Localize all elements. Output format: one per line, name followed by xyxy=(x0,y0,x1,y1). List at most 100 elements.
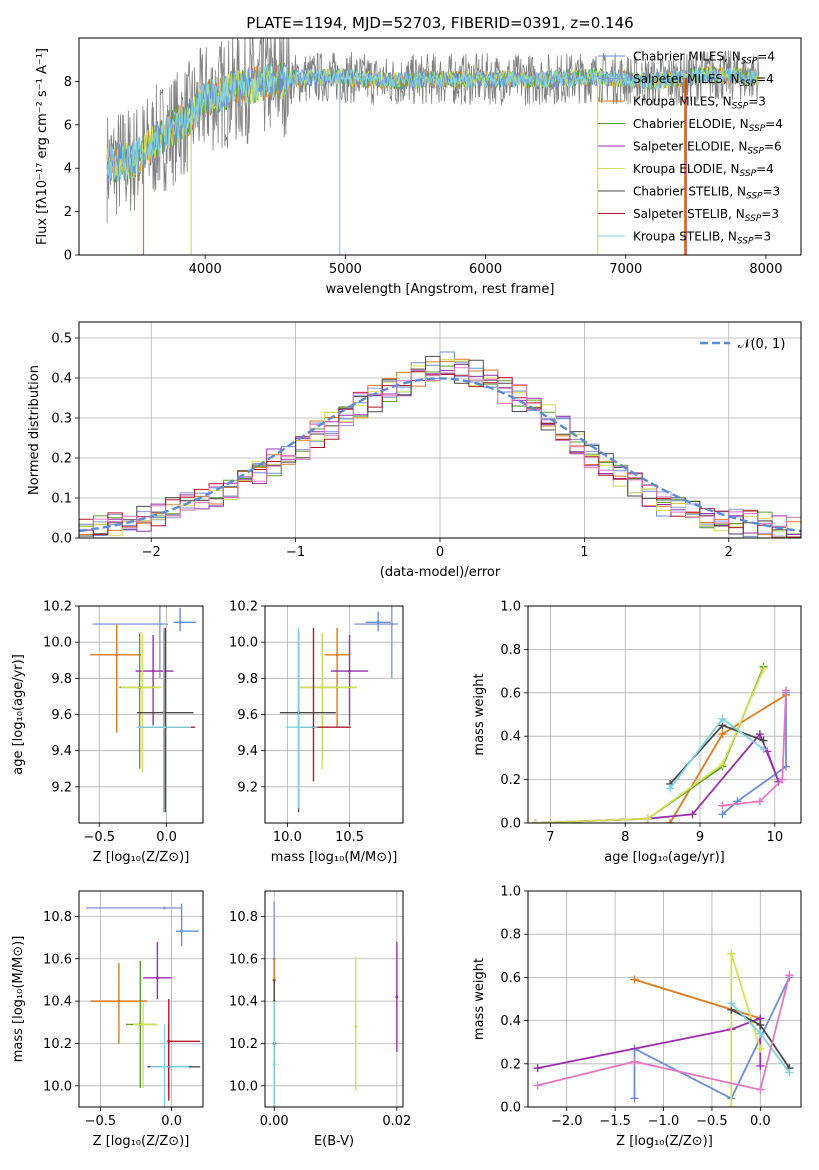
y-axis-label: mass weight xyxy=(472,673,487,755)
legend-entry: Kroupa ELODIE, NSSP=4 xyxy=(633,162,774,179)
y-tick-label: 0.6 xyxy=(500,971,521,986)
figure-title: PLATE=1194, MJD=52703, FIBERID=0391, z=0… xyxy=(246,14,633,32)
plus-marker xyxy=(533,1064,542,1073)
legend: Chabrier MILES, NSSP=4 Salpeter MILES, NS… xyxy=(598,50,783,247)
plus-marker xyxy=(630,1094,639,1103)
y-tick-label: 0.4 xyxy=(500,730,521,745)
y-tick-label: 10.6 xyxy=(43,952,72,967)
y-axis-label: mass [log₁₀(M/M⊙)] xyxy=(11,936,26,1063)
grid xyxy=(79,605,203,823)
x-axis-label: age [log₁₀(age/yr)] xyxy=(604,850,725,865)
y-tick-label: 0.5 xyxy=(51,332,72,347)
x-tick-label: 9 xyxy=(696,830,704,845)
axes-mass-vs-Z: −0.5 0.0 10.0 10.2 10.4 10.6 10.8 Z [log₁₀(Z/Z⊙… xyxy=(11,890,204,1149)
x-axis-label: wavelength [Angstrom, rest frame] xyxy=(326,282,555,297)
y-tick-label: 1.0 xyxy=(500,600,521,615)
y-tick-label: 0.6 xyxy=(500,686,521,701)
axes-frame xyxy=(78,321,802,539)
x-axis-label: mass [log₁₀(M/M⊙)] xyxy=(271,850,398,865)
grid xyxy=(79,891,203,1107)
plus-marker xyxy=(531,819,540,823)
axes-age-vs-Z: −0.5 0.0 9.2 9.4 9.6 9.8 10.0 10.2 Z [log₁₀(Z/Z⊙… xyxy=(11,600,204,865)
x-tick-label: −1 xyxy=(286,545,305,560)
y-tick-label: 0 xyxy=(64,249,72,264)
grid xyxy=(528,605,801,824)
x-tick-label: 0.0 xyxy=(161,1114,182,1129)
axes-frame xyxy=(264,890,404,1108)
legend-entry: Salpeter MILES, NSSP=4 xyxy=(633,72,774,89)
data-point xyxy=(162,725,166,729)
y-tick-label: 0.0 xyxy=(500,1101,521,1116)
plus-marker xyxy=(785,1068,794,1077)
x-tick-label: 0 xyxy=(436,545,444,560)
y-tick-label: 0.4 xyxy=(500,1014,521,1029)
x-tick-label: −2 xyxy=(142,545,161,560)
plus-marker xyxy=(643,814,652,823)
series-line xyxy=(537,974,791,1091)
x-tick-label: 5000 xyxy=(329,262,362,277)
data-point xyxy=(272,1063,276,1067)
y-tick-label: 0.3 xyxy=(51,412,72,427)
x-tick-label: 10.5 xyxy=(335,830,364,845)
axes-age-vs-mass: 10.0 10.5 9.2 9.4 9.6 9.8 10.0 10.2 mass [log₁₀(… xyxy=(229,600,404,865)
x-axis-label: E(B-V) xyxy=(314,1134,354,1149)
y-tick-label: 0.8 xyxy=(500,643,521,658)
plus-marker xyxy=(630,975,639,984)
x-tick-label: 7000 xyxy=(609,262,642,277)
y-tick-label: 10.4 xyxy=(229,995,258,1010)
y-tick-label: 10.2 xyxy=(43,600,72,615)
y-tick-label: 4 xyxy=(64,162,72,177)
x-tick-label: 0.0 xyxy=(750,1114,771,1129)
y-tick-label: 0.2 xyxy=(500,773,521,788)
data-point xyxy=(158,622,162,626)
x-tick-label: 0.00 xyxy=(260,1114,289,1129)
y-tick-label: 0.0 xyxy=(500,817,521,832)
y-tick-label: 10.0 xyxy=(229,636,258,651)
y-tick-label: 8 xyxy=(64,75,72,90)
y-tick-label: 0.1 xyxy=(51,492,72,507)
x-tick-label: −0.5 xyxy=(696,1114,728,1129)
data-point xyxy=(140,685,144,689)
plus-marker xyxy=(778,775,787,784)
y-tick-label: 1.0 xyxy=(500,885,521,900)
y-tick-label: 9.4 xyxy=(51,744,72,759)
y-tick-label: 0.0 xyxy=(51,532,72,547)
y-tick-label: 0.8 xyxy=(500,928,521,943)
plus-marker xyxy=(755,797,764,806)
x-tick-label: 4000 xyxy=(189,262,222,277)
normal-curve xyxy=(79,377,801,533)
plot-area xyxy=(533,949,794,1107)
data-point xyxy=(320,685,324,689)
series-line xyxy=(721,692,787,815)
axes-massweight-vs-Z: −2.0 −1.5 −1.0 −0.5 0.0 0.0 0.2 0.4 0.6 0.8 1.0 Z [… xyxy=(472,885,802,1149)
data-point xyxy=(335,653,339,657)
grid xyxy=(265,891,403,1107)
axes-frame xyxy=(78,890,204,1108)
x-tick-label: 6000 xyxy=(469,262,502,277)
axes-residuals: −2 −1 0 1 2 0.0 0.1 0.2 0.3 0.4 0.5 (data-model)/er… xyxy=(27,321,802,580)
x-axis-label: Z [log₁₀(Z/Z⊙)] xyxy=(93,850,190,865)
y-tick-label: 10.0 xyxy=(229,1079,258,1094)
y-axis-label: Normed distribution xyxy=(27,365,42,495)
axes-frame xyxy=(78,37,802,256)
plot-area xyxy=(531,662,791,823)
plus-marker xyxy=(666,784,675,793)
axes-mass-vs-EBV: 0.00 0.02 10.0 10.2 10.4 10.6 10.8 E(B-V) xyxy=(229,890,411,1149)
y-tick-label: 10.2 xyxy=(229,600,258,615)
y-tick-label: 10.6 xyxy=(229,952,258,967)
y-tick-label: 10.2 xyxy=(229,1037,258,1052)
y-tick-label: 9.4 xyxy=(237,744,258,759)
series-line xyxy=(535,668,765,823)
y-tick-label: 10.4 xyxy=(43,995,72,1010)
legend-entry: Kroupa STELIB, NSSP=3 xyxy=(633,230,771,247)
x-tick-label: 8 xyxy=(621,830,629,845)
data-point xyxy=(178,620,182,624)
data-point xyxy=(395,995,399,999)
y-axis-label: age [log₁₀(age/yr)] xyxy=(11,654,26,775)
x-tick-label: 1 xyxy=(580,545,588,560)
plus-marker xyxy=(756,1044,765,1053)
y-tick-label: 6 xyxy=(64,118,72,133)
y-axis-label: mass weight xyxy=(472,958,487,1040)
y-tick-label: 9.2 xyxy=(51,780,72,795)
